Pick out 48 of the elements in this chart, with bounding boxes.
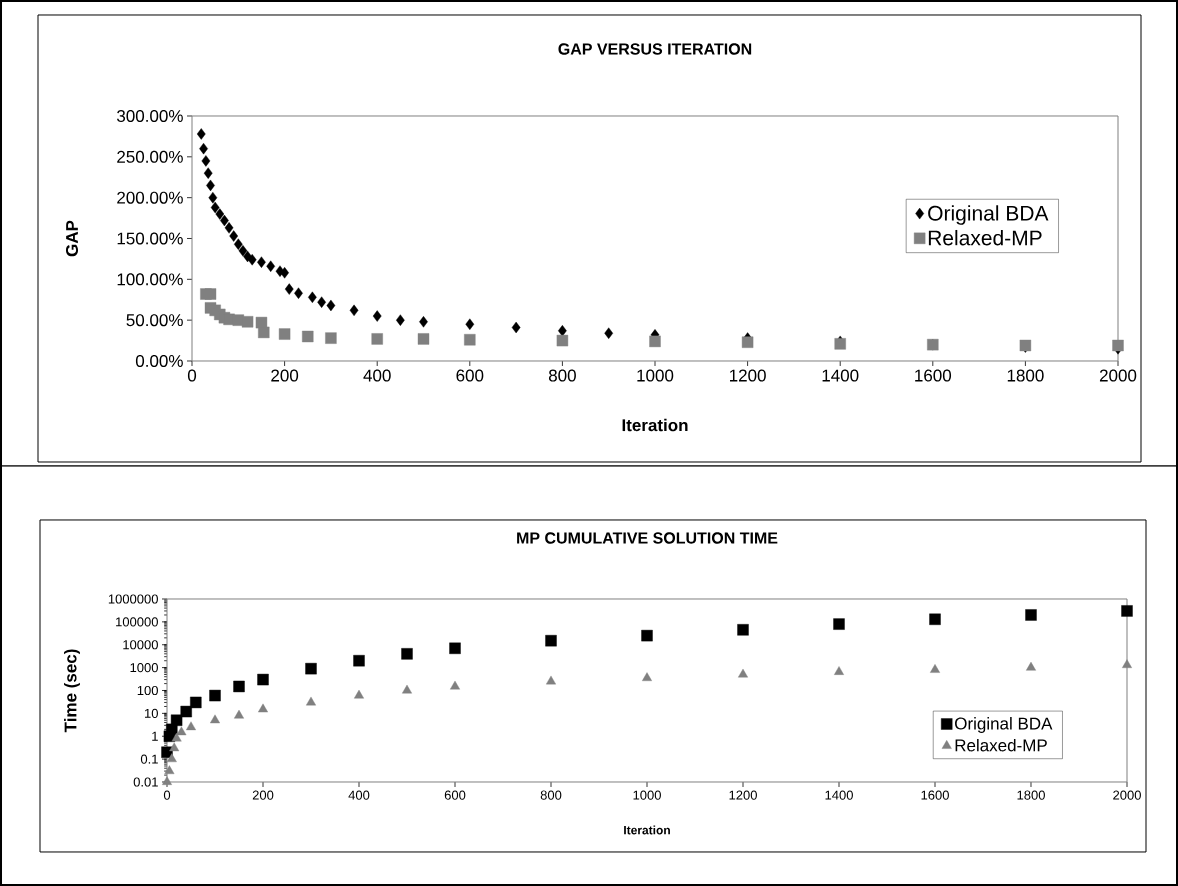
x-tick-label: 600 — [444, 790, 466, 800]
y-axis-title: Time (sec) — [64, 649, 80, 733]
chart-title: GAP VERSUS ITERATION — [558, 43, 752, 55]
y-tick-label: 0.1 — [140, 754, 158, 764]
y-tick-label: 1000 — [130, 663, 158, 673]
x-tick-label: 1800 — [1017, 790, 1045, 800]
x-tick-label: 800 — [540, 790, 562, 800]
y-tick-label: 200.00% — [117, 191, 183, 204]
x-tick-label: 600 — [456, 369, 484, 382]
y-tick-label: 100.00% — [117, 273, 183, 286]
y-axis-title: GAP — [65, 220, 79, 257]
x-tick-label: 2000 — [1099, 369, 1137, 382]
y-tick-label: 1000000 — [108, 594, 158, 604]
x-tick-label: 1000 — [637, 369, 674, 382]
legend-label: Relaxed-MP — [955, 738, 1047, 752]
x-tick-label: 1200 — [730, 369, 766, 382]
y-tick-label: 100000 — [116, 617, 158, 627]
x-tick-label: 1000 — [633, 790, 661, 800]
x-tick-label: 800 — [548, 369, 576, 382]
y-tick-label: 150.00% — [117, 232, 183, 245]
x-tick-label: 1600 — [915, 369, 952, 382]
x-axis-title: Iteration — [622, 418, 688, 432]
x-tick-label: 1400 — [822, 369, 859, 382]
x-tick-label: 200 — [271, 369, 299, 382]
x-tick-label: 200 — [252, 790, 274, 800]
x-tick-label: 400 — [348, 790, 370, 800]
x-tick-label: 1200 — [729, 790, 757, 800]
y-tick-label: 1 — [152, 731, 158, 741]
x-tick-label: 1800 — [1007, 369, 1044, 382]
y-tick-label: 300.00% — [117, 109, 183, 123]
y-tick-label: 100 — [137, 685, 158, 696]
x-tick-label: 400 — [363, 369, 391, 382]
chart-title: MP CUMULATIVE SOLUTION TIME — [517, 532, 778, 544]
y-tick-label: 10000 — [123, 640, 158, 650]
y-tick-label: 0.00% — [135, 354, 183, 368]
x-axis-title: Iteration — [624, 825, 670, 835]
x-tick-label: 2000 — [1113, 790, 1141, 800]
y-tick-label: 10 — [145, 708, 158, 718]
x-tick-label: 0 — [187, 369, 197, 382]
y-tick-label: 50.00% — [126, 314, 183, 327]
legend-label: Original BDA — [928, 205, 1049, 225]
y-tick-label: 250.00% — [117, 150, 183, 163]
x-tick-label: 1400 — [825, 790, 853, 800]
legend-label: Relaxed-MP — [928, 229, 1042, 246]
x-tick-label: 1600 — [921, 790, 949, 800]
y-tick-label: 0.01 — [133, 777, 158, 787]
x-tick-label: 0 — [163, 790, 171, 800]
legend-label: Original BDA — [955, 717, 1053, 733]
